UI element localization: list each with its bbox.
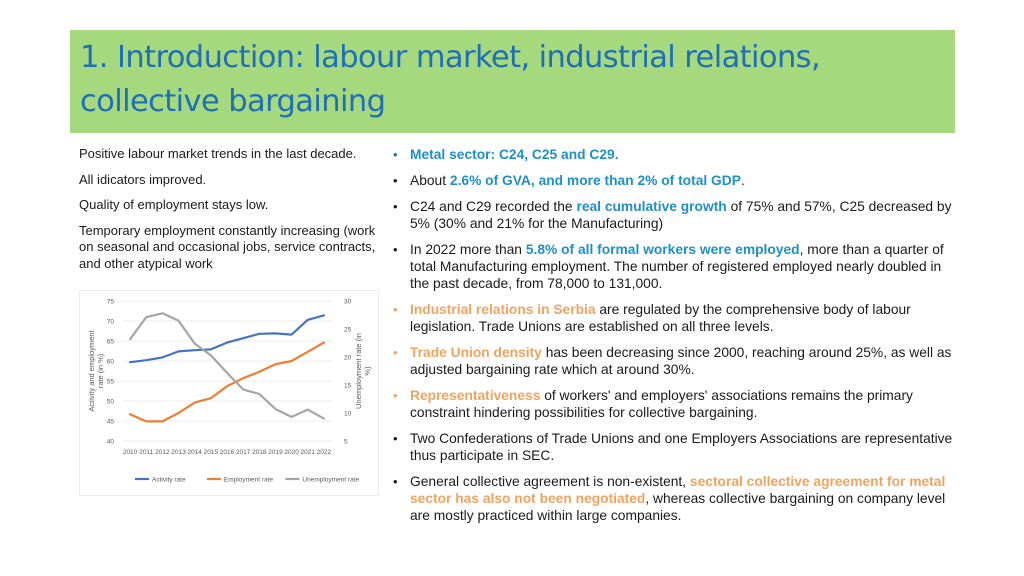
x-tick-label: 2021 bbox=[301, 449, 316, 456]
series-line-unemployment-rate bbox=[128, 312, 325, 420]
bullet-text: General collective agreement is non-exis… bbox=[410, 474, 690, 489]
bullet-highlight: Industrial relations in Serbia bbox=[410, 302, 596, 317]
x-tick-label: 2017 bbox=[236, 449, 251, 456]
summary-paragraph: Temporary employment constantly increasi… bbox=[79, 222, 376, 271]
x-tick-label: 2019 bbox=[268, 449, 283, 456]
bullet-text: . bbox=[740, 173, 745, 188]
summary-paragraph: All idicators improved. bbox=[79, 171, 207, 187]
y2-tick-label: 25 bbox=[344, 327, 352, 334]
x-tick-label: 2016 bbox=[220, 449, 235, 456]
bullet-text: of 75% and 57%, C25 decreased by 5% (30%… bbox=[410, 199, 952, 231]
slide-title-line1: 1. Introduction: labour market, industri… bbox=[80, 40, 821, 75]
bullet-text: In 2022 more than bbox=[410, 242, 526, 257]
y-tick-label: 45 bbox=[107, 419, 115, 426]
y2-axis-title: Unemployment rate (in%) bbox=[354, 333, 372, 409]
y-tick-label: 55 bbox=[107, 379, 115, 386]
x-tick-label: 2018 bbox=[252, 449, 267, 456]
slide-title-line2: collective bargaining bbox=[80, 84, 386, 119]
x-tick-label: 2011 bbox=[139, 449, 153, 456]
bullet-item: Industrial relations in Serbia are regul… bbox=[393, 301, 953, 335]
bullet-highlight: 5.8% of all formal workers were employed bbox=[525, 242, 800, 257]
legend-label: Employment rate bbox=[224, 476, 274, 483]
bullet-text: has been decreasing since 2000, reaching… bbox=[410, 345, 952, 377]
slide-title: 1. Introduction: labour market, industri… bbox=[80, 36, 945, 124]
bullet-item: Trade Union density has been decreasing … bbox=[393, 344, 953, 378]
y-tick-label: 65 bbox=[107, 339, 115, 346]
bullet-highlight: 2.6% of GVA, and more than 2% of total G… bbox=[449, 173, 741, 188]
series-line-activity-rate bbox=[128, 314, 325, 364]
y-tick-label: 60 bbox=[107, 359, 115, 366]
x-tick-label: 2013 bbox=[171, 449, 186, 456]
legend-label: Unemployment rate bbox=[302, 476, 359, 483]
y-tick-label: 50 bbox=[107, 399, 115, 406]
legend-label: Activity rate bbox=[152, 476, 186, 483]
bullet-text: C24 and C29 recorded the bbox=[410, 199, 577, 214]
bullet-text: of workers' and employers' associations … bbox=[410, 388, 913, 420]
bullet-item: About 2.6% of GVA, and more than 2% of t… bbox=[393, 172, 953, 189]
summary-paragraph: Quality of employment stays low. bbox=[79, 197, 269, 212]
y-tick-label: 40 bbox=[107, 439, 115, 446]
summary-paragraph: Positive labour market trends in the las… bbox=[79, 146, 357, 161]
bullet-text: About bbox=[410, 173, 450, 188]
bullet-item: Metal sector: C24, C25 and C29. bbox=[393, 146, 953, 163]
title-band: 1. Introduction: labour market, industri… bbox=[70, 30, 955, 133]
series-line-employment-rate bbox=[128, 341, 325, 423]
x-tick-label: 2015 bbox=[204, 449, 219, 456]
bullet-highlight: real cumulative growth bbox=[576, 199, 727, 214]
y-axis-title: Activity and employmentrate (in %) bbox=[87, 329, 105, 411]
bullet-text: are regulated by the comprehensive body … bbox=[410, 302, 911, 334]
left-summary: Positive labour market trends in the las… bbox=[79, 146, 384, 281]
y2-tick-label: 20 bbox=[344, 355, 352, 362]
x-tick-label: 2020 bbox=[284, 449, 299, 456]
bullet-text: , whereas collective bargaining on compa… bbox=[410, 491, 946, 523]
x-tick-label: 2014 bbox=[187, 449, 202, 456]
y2-tick-label: 15 bbox=[344, 383, 352, 390]
y2-tick-label: 5 bbox=[344, 439, 348, 446]
bullet-highlight: Metal sector: C24, C25 and C29. bbox=[410, 147, 619, 162]
bullet-list: Metal sector: C24, C25 and C29. About 2.… bbox=[393, 146, 953, 533]
bullet-item: In 2022 more than 5.8% of all formal wor… bbox=[393, 241, 953, 292]
y2-tick-label: 30 bbox=[344, 299, 352, 306]
y-tick-label: 70 bbox=[107, 319, 115, 326]
bullet-text: , more than a quarter of total Manufactu… bbox=[410, 242, 944, 291]
bullet-highlight: sectoral collective agreement for metal … bbox=[410, 474, 946, 506]
y-tick-label: 75 bbox=[107, 299, 115, 306]
bullet-item: Two Confederations of Trade Unions and o… bbox=[393, 430, 953, 464]
bullet-highlight: Trade Union density bbox=[410, 345, 542, 360]
x-tick-label: 2012 bbox=[155, 449, 170, 456]
bullet-text: Two Confederations of Trade Unions and o… bbox=[410, 431, 953, 463]
bullet-item: Representativeness of workers' and emplo… bbox=[393, 387, 953, 421]
bullet-item: General collective agreement is non-exis… bbox=[393, 473, 953, 524]
x-tick-label: 2010 bbox=[123, 449, 138, 456]
y2-tick-label: 10 bbox=[344, 411, 352, 418]
bullet-highlight: Representativeness bbox=[410, 388, 541, 403]
bullet-item: C24 and C29 recorded the real cumulative… bbox=[393, 198, 953, 232]
x-tick-label: 2022 bbox=[317, 449, 332, 456]
labour-market-chart: 40 45 50 55 60 65 70 75 5 10 15 20 25 30 2010 2011 2012 2… bbox=[79, 290, 379, 496]
